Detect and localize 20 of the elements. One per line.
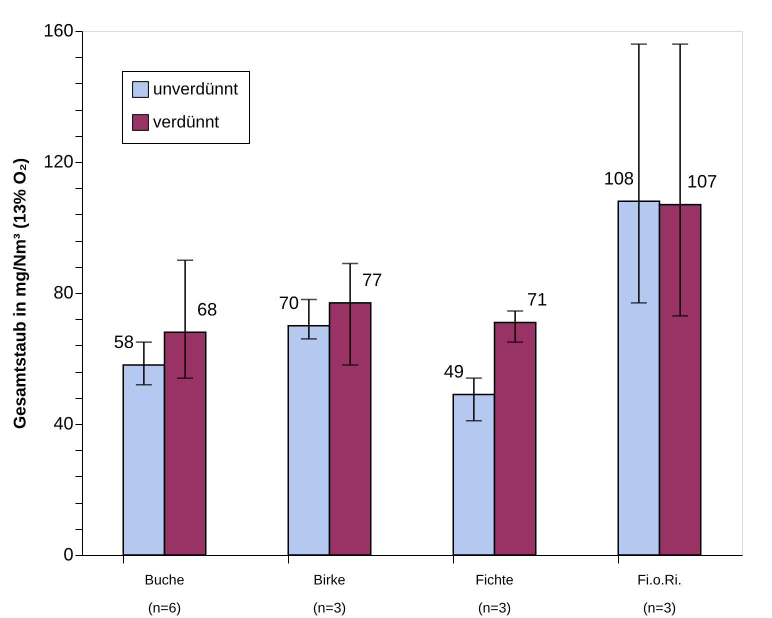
y-tick-label: 160 <box>43 20 74 40</box>
y-tick-label: 80 <box>53 282 74 302</box>
data-label: 108 <box>604 168 634 188</box>
data-label: 49 <box>444 362 464 382</box>
data-label: 70 <box>278 292 299 313</box>
x-tick-label: Fichte (n=3) <box>475 572 514 616</box>
x-tick-label: Birke (n=3) <box>312 572 346 616</box>
data-label: 58 <box>114 332 134 352</box>
data-label: 77 <box>362 270 382 290</box>
y-tick-label: 0 <box>63 544 74 564</box>
legend-label: unverdünnt <box>153 80 238 98</box>
y-tick-label: 120 <box>43 152 74 172</box>
y-axis-title: Gesamtstaub in mg/Nm³ (13% O₂) <box>10 158 30 430</box>
legend-label: verdünnt <box>153 112 220 132</box>
data-label: 68 <box>197 299 218 320</box>
data-label: 71 <box>527 289 548 310</box>
x-tick-label: Buche (n=6) <box>144 572 185 616</box>
data-label: 107 <box>687 172 718 192</box>
y-tick-label: 40 <box>53 414 74 434</box>
x-tick-label: Fi.o.Ri. (n=3) <box>637 572 682 616</box>
